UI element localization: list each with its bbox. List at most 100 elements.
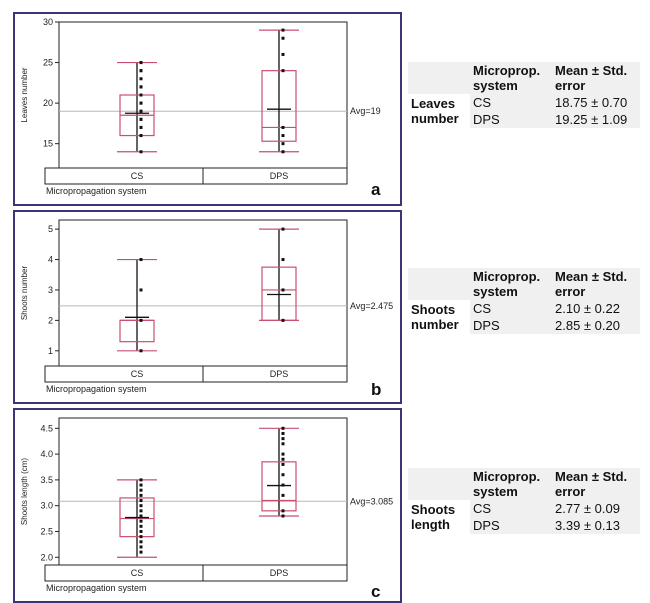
data-point bbox=[139, 85, 143, 89]
box-dps-iqr bbox=[261, 70, 297, 142]
y-tick-label: 4 bbox=[48, 255, 53, 265]
header-microprop: Microprop. system bbox=[470, 468, 552, 500]
data-point bbox=[281, 134, 285, 138]
data-point bbox=[139, 93, 143, 97]
data-point bbox=[139, 134, 143, 138]
y-axis-label: Shoots number bbox=[20, 266, 29, 321]
header-mean: Mean ± Std. error bbox=[552, 468, 640, 500]
stats-table-shoots-number: Microprop. system Mean ± Std. error Shoo… bbox=[408, 268, 640, 334]
data-point bbox=[281, 125, 285, 129]
data-point bbox=[139, 150, 143, 154]
y-tick-label: 15 bbox=[43, 139, 53, 149]
y-tick-label: 20 bbox=[43, 98, 53, 108]
y-tick-label: 2 bbox=[48, 315, 53, 325]
cell-system: DPS bbox=[470, 517, 552, 534]
box-plot-shoots-number: 1 2 3 4 5 Shoots number Avg=2.475 CS DPS Micropro… bbox=[20, 219, 393, 394]
data-point bbox=[139, 258, 143, 262]
category-label: DPS bbox=[270, 369, 289, 379]
stats-table-leaves: Microprop. system Mean ± Std. error Leav… bbox=[408, 62, 640, 128]
data-point bbox=[281, 452, 285, 456]
data-point bbox=[281, 457, 285, 461]
data-point bbox=[281, 69, 285, 73]
data-point bbox=[281, 28, 285, 32]
row-label-shoots-length: Shoots length bbox=[411, 502, 456, 532]
chart-panel-a: 15 20 25 30 Leaves number Avg=19 CS DPS Micropro… bbox=[13, 12, 402, 206]
category-label: CS bbox=[131, 568, 144, 578]
data-point bbox=[139, 77, 143, 81]
panel-letter-a: a bbox=[371, 180, 381, 199]
cell-system: CS bbox=[470, 94, 552, 111]
data-point bbox=[139, 488, 143, 492]
y-tick-label: 25 bbox=[43, 58, 53, 68]
data-point bbox=[281, 426, 285, 430]
data-point bbox=[139, 349, 143, 353]
data-point bbox=[281, 142, 285, 146]
data-point bbox=[281, 462, 285, 466]
data-point bbox=[139, 535, 143, 539]
data-point bbox=[281, 514, 285, 518]
data-point bbox=[139, 288, 143, 292]
data-point bbox=[281, 442, 285, 446]
cell-system: DPS bbox=[470, 317, 552, 334]
average-label: Avg=3.085 bbox=[350, 496, 393, 506]
cell-value: 19.25 ± 1.09 bbox=[552, 111, 640, 128]
category-label: CS bbox=[131, 171, 144, 181]
cell-system: CS bbox=[470, 300, 552, 317]
data-point bbox=[139, 109, 143, 113]
table-spacer bbox=[408, 62, 470, 94]
y-tick-label: 4.0 bbox=[40, 449, 53, 459]
cell-value: 2.85 ± 0.20 bbox=[552, 317, 640, 334]
data-point bbox=[281, 288, 285, 292]
chart-panel-b: 1 2 3 4 5 Shoots number Avg=2.475 CS DPS Micropro… bbox=[13, 210, 402, 404]
stats-table-shoots-length: Microprop. system Mean ± Std. error Shoo… bbox=[408, 468, 640, 534]
y-tick-label: 3.0 bbox=[40, 501, 53, 511]
data-point bbox=[139, 318, 143, 322]
y-tick-label: 2.5 bbox=[40, 526, 53, 536]
box-dps-iqr bbox=[261, 266, 297, 321]
cell-value: 2.77 ± 0.09 bbox=[552, 500, 640, 517]
data-point bbox=[281, 493, 285, 497]
average-label: Avg=19 bbox=[350, 106, 381, 116]
y-tick-label: 1 bbox=[48, 346, 53, 356]
data-point bbox=[139, 61, 143, 65]
data-point bbox=[139, 514, 143, 518]
row-label-shoots-number: Shoots number bbox=[411, 302, 459, 332]
data-point bbox=[281, 473, 285, 477]
row-label-leaves: Leaves number bbox=[411, 96, 459, 126]
data-point bbox=[139, 493, 143, 497]
data-point bbox=[139, 125, 143, 129]
data-point bbox=[139, 483, 143, 487]
data-point bbox=[281, 150, 285, 154]
category-strip bbox=[44, 365, 348, 383]
average-label: Avg=2.475 bbox=[350, 301, 393, 311]
panel-letter-b: b bbox=[371, 380, 382, 399]
y-axis-label: Shoots length (cm) bbox=[20, 458, 29, 525]
plot-frame bbox=[58, 417, 348, 566]
category-strip bbox=[44, 167, 348, 185]
data-point bbox=[281, 36, 285, 40]
data-point bbox=[139, 117, 143, 121]
cell-value: 2.10 ± 0.22 bbox=[552, 300, 640, 317]
category-strip bbox=[44, 564, 348, 582]
data-point bbox=[139, 504, 143, 508]
chart-panel-c: 2.0 2.5 3.0 3.5 4.0 4.5 Shoots length (cm) Avg=… bbox=[13, 408, 402, 603]
data-point bbox=[139, 545, 143, 549]
header-microprop: Microprop. system bbox=[470, 62, 552, 94]
box-plot-leaves: 15 20 25 30 Leaves number Avg=19 CS DPS Micropro… bbox=[20, 17, 381, 196]
header-microprop: Microprop. system bbox=[470, 268, 552, 300]
data-point bbox=[139, 524, 143, 528]
data-point bbox=[281, 509, 285, 513]
x-axis-label: Micropropagation system bbox=[46, 583, 147, 593]
data-point bbox=[139, 550, 143, 554]
y-tick-label: 30 bbox=[43, 17, 53, 27]
y-tick-label: 3.5 bbox=[40, 475, 53, 485]
header-mean: Mean ± Std. error bbox=[552, 268, 640, 300]
data-point bbox=[139, 499, 143, 503]
data-point bbox=[139, 529, 143, 533]
panel-letter-c: c bbox=[371, 582, 381, 601]
category-label: DPS bbox=[270, 568, 289, 578]
data-point bbox=[281, 52, 285, 56]
plot-frame bbox=[58, 219, 348, 367]
data-point bbox=[281, 318, 285, 322]
data-point bbox=[139, 519, 143, 523]
